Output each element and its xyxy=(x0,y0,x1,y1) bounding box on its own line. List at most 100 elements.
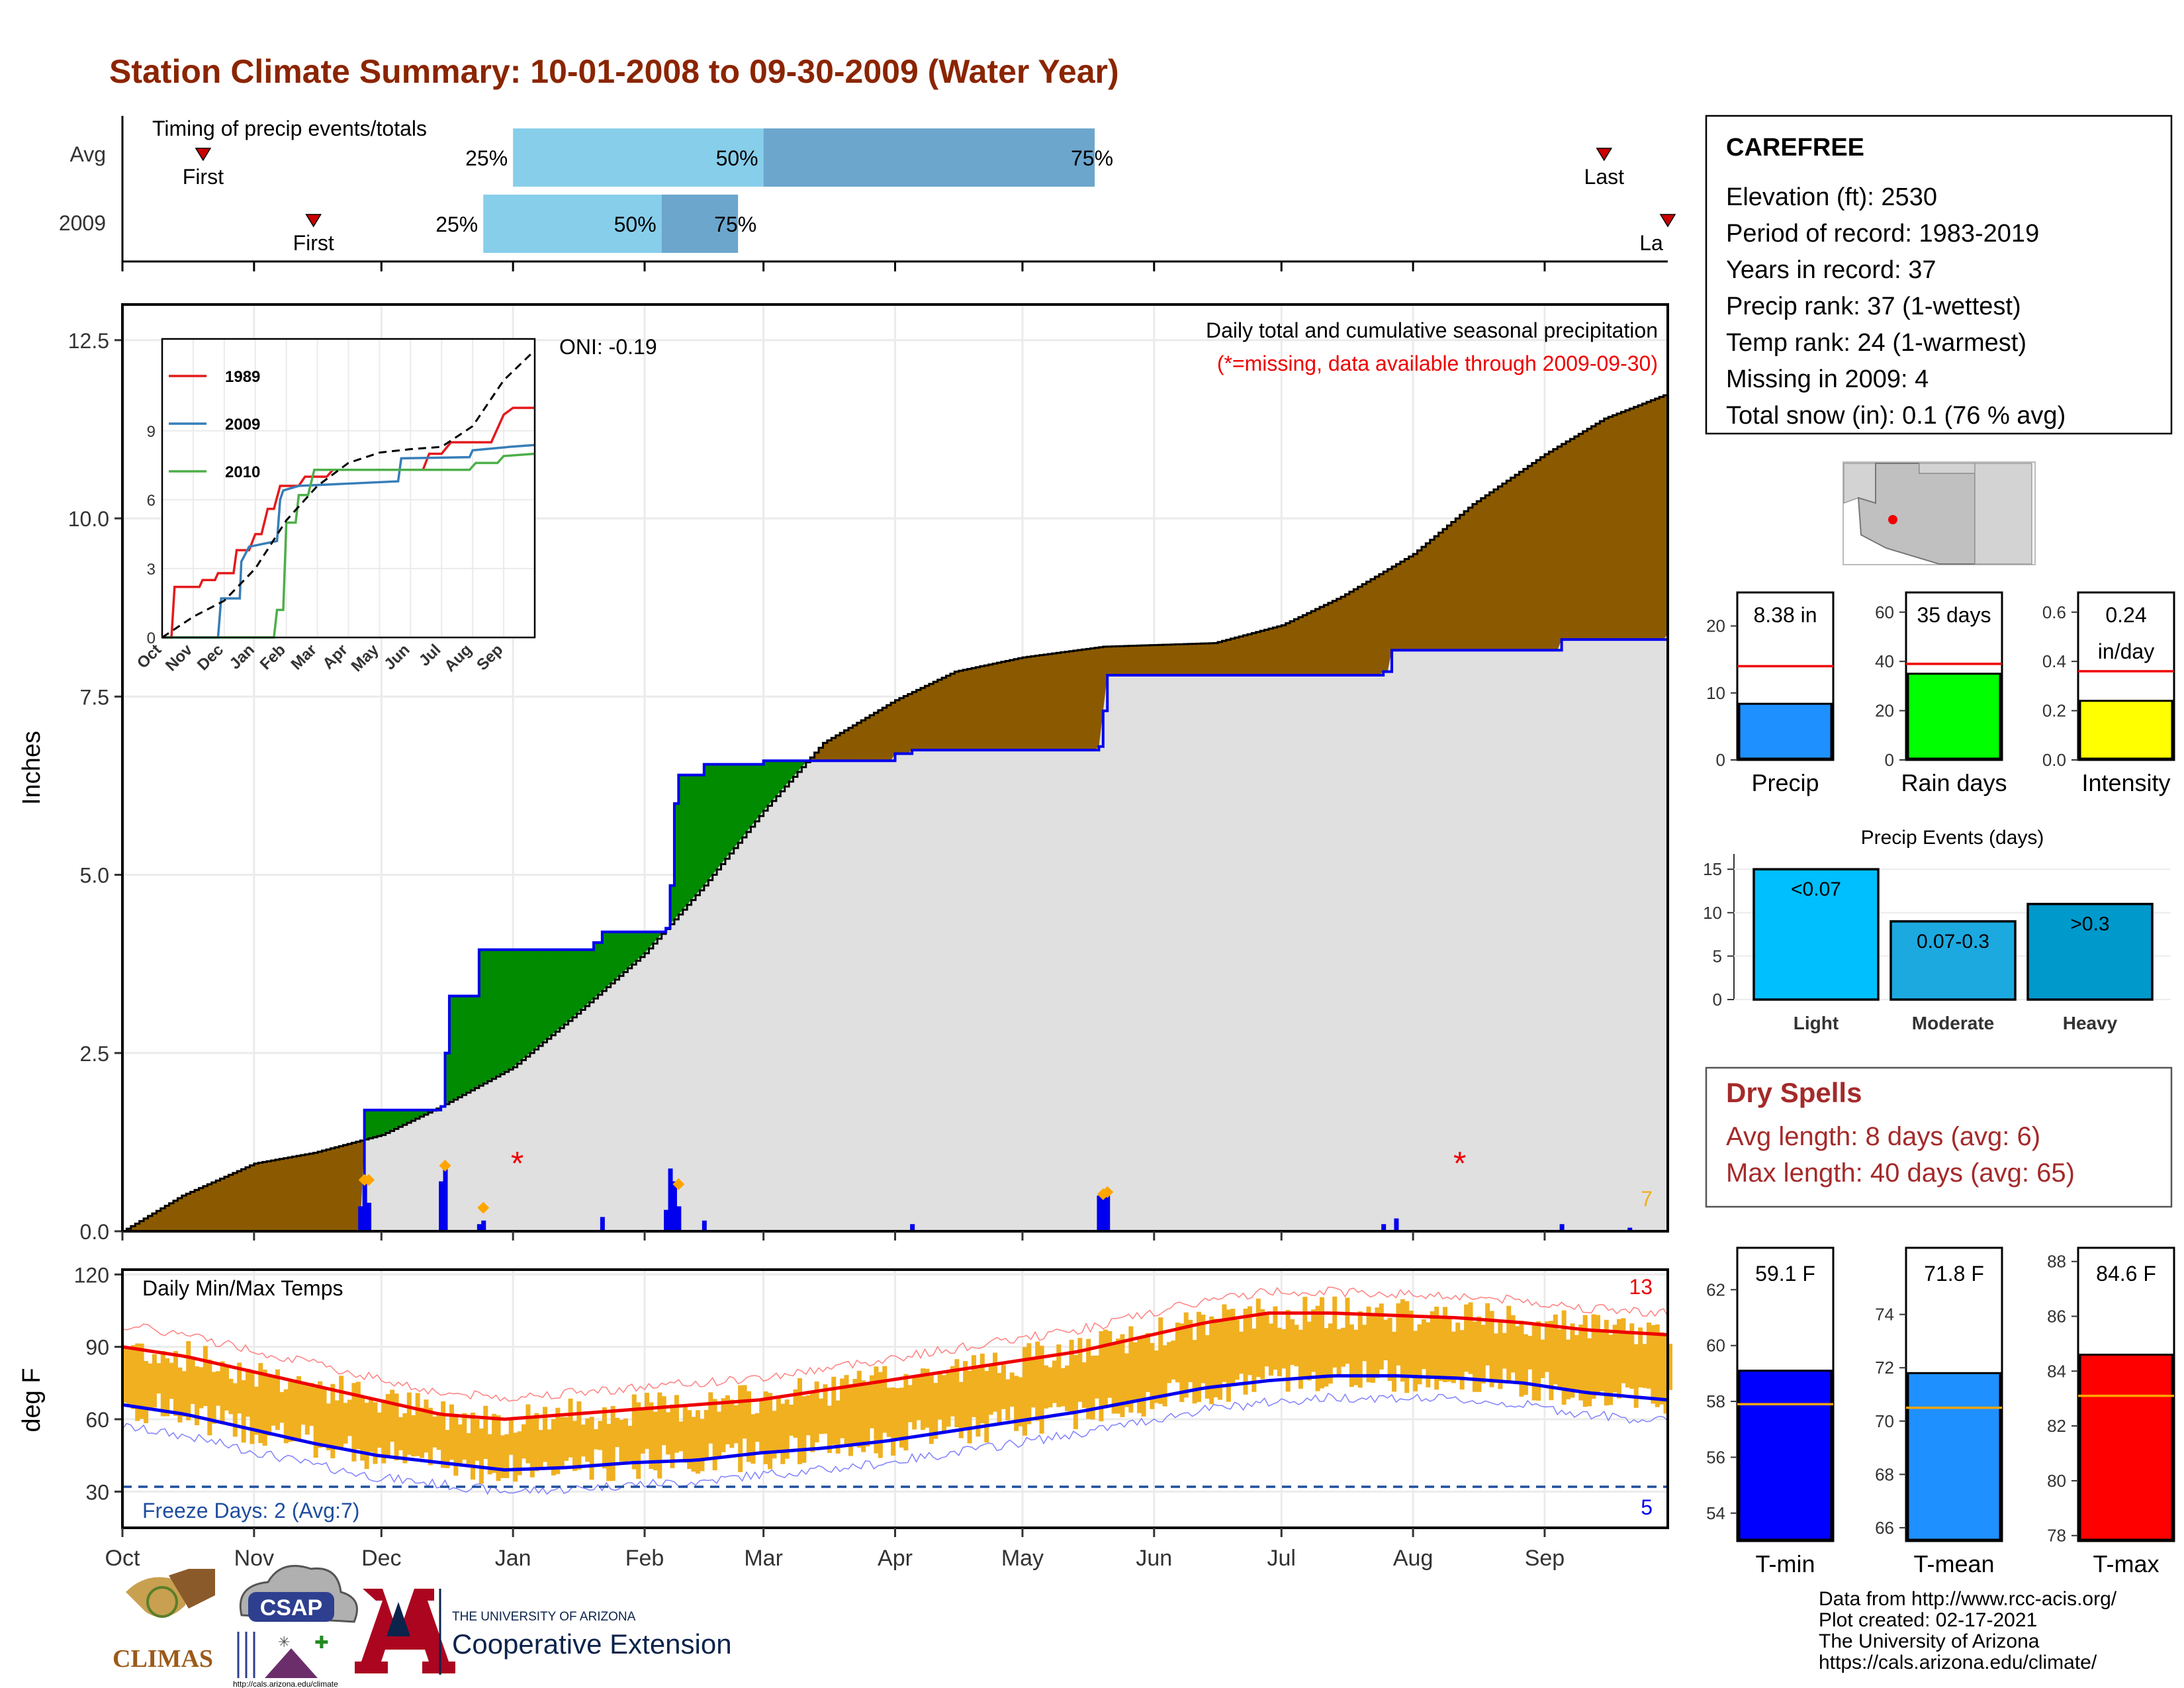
daily-temp-range xyxy=(1375,1307,1380,1378)
surplus-area xyxy=(385,1109,390,1133)
daily-temp-range xyxy=(1056,1344,1062,1407)
missing-day-marker: * xyxy=(1453,1145,1466,1182)
deficit-area xyxy=(1502,483,1507,651)
deficit-area xyxy=(1574,436,1579,640)
daily-precip-bar xyxy=(443,1165,448,1231)
daily-temp-range xyxy=(993,1352,998,1412)
daily-temp-range xyxy=(776,1395,781,1452)
deficit-area xyxy=(152,1213,157,1231)
deficit-area xyxy=(292,1156,297,1231)
daily-temp-range xyxy=(1226,1309,1231,1402)
daily-temp-range xyxy=(1196,1311,1201,1402)
daily-temp-range xyxy=(203,1346,208,1407)
daily-temp-range xyxy=(1438,1319,1443,1381)
surplus-area xyxy=(487,949,492,1082)
daily-precip-bar xyxy=(1381,1224,1387,1231)
daily-temp-range xyxy=(525,1404,531,1464)
daily-temp-range xyxy=(780,1403,786,1464)
daily-temp-range xyxy=(296,1376,302,1440)
daily-temp-range xyxy=(195,1366,200,1426)
deficit-area xyxy=(1158,645,1163,675)
deficit-area xyxy=(1009,660,1015,751)
events-ytick-label: 0 xyxy=(1713,990,1722,1009)
daily-temp-range xyxy=(1081,1362,1087,1408)
month-label: Nov xyxy=(234,1546,274,1571)
deficit-area xyxy=(355,1141,361,1231)
deficit-area xyxy=(1408,556,1414,651)
surplus-area xyxy=(445,1053,450,1105)
daily-temp-range xyxy=(1570,1323,1575,1398)
deficit-area xyxy=(199,1188,204,1231)
daily-temp-range xyxy=(1400,1299,1405,1382)
deficit-area xyxy=(216,1180,221,1231)
surplus-area xyxy=(504,949,510,1072)
daily-precip-bar xyxy=(910,1224,915,1231)
deficit-area xyxy=(1582,431,1588,640)
arizona-locator-map xyxy=(1843,461,2036,565)
daily-temp-range xyxy=(772,1411,777,1459)
daily-precip-bar xyxy=(358,1206,363,1231)
deficit-area xyxy=(1052,653,1057,751)
deficit-area xyxy=(899,698,904,754)
deficit-area xyxy=(1069,651,1074,751)
daily-temp-range xyxy=(971,1355,976,1417)
daily-temp-range xyxy=(487,1434,492,1475)
daily-temp-range xyxy=(1120,1334,1125,1417)
daily-temp-range xyxy=(424,1399,429,1453)
daily-temp-range xyxy=(1247,1306,1252,1376)
mini-bar-ytick-label: 0 xyxy=(1716,750,1725,770)
daily-temp-range xyxy=(1464,1304,1469,1372)
precip-ytick-label: 2.5 xyxy=(80,1042,109,1066)
daily-temp-range xyxy=(402,1413,408,1464)
deficit-area xyxy=(1345,594,1350,675)
deficit-area xyxy=(1018,658,1023,751)
daily-temp-range xyxy=(139,1343,144,1419)
daily-temp-range xyxy=(1362,1325,1367,1362)
temp-bar-ytick-label: 88 xyxy=(2047,1252,2066,1272)
timing-p25-label: 25% xyxy=(435,212,478,236)
mini-bar-0 xyxy=(1738,702,1833,760)
daily-temp-range xyxy=(874,1366,879,1454)
daily-temp-range xyxy=(598,1421,603,1450)
daily-temp-range xyxy=(1506,1305,1512,1383)
surplus-area xyxy=(712,764,717,875)
heavy-event-marker xyxy=(363,1174,375,1186)
deficit-area xyxy=(1443,529,1448,651)
month-label: Apr xyxy=(878,1546,913,1571)
mini-bar-ytick-label: 20 xyxy=(1875,701,1894,721)
surplus-area xyxy=(496,949,501,1077)
daily-temp-range xyxy=(827,1405,832,1453)
daily-temp-range xyxy=(1014,1376,1019,1431)
deficit-area xyxy=(156,1211,161,1231)
daily-temp-range xyxy=(1527,1336,1533,1370)
daily-temp-range xyxy=(768,1393,773,1470)
daily-temp-range xyxy=(300,1383,306,1425)
deficit-area xyxy=(173,1200,178,1231)
deficit-area xyxy=(1269,628,1274,675)
daily-temp-range xyxy=(653,1411,658,1471)
deficit-area xyxy=(232,1172,238,1231)
deficit-area xyxy=(1175,644,1180,675)
daily-temp-range xyxy=(1158,1317,1163,1404)
deficit-area xyxy=(819,747,824,761)
daily-temp-range xyxy=(1281,1329,1287,1369)
daily-temp-range xyxy=(1451,1331,1456,1383)
deficit-area xyxy=(1349,591,1354,675)
deficit-area xyxy=(1383,571,1388,672)
daily-temp-range xyxy=(1179,1323,1185,1403)
daily-temp-range xyxy=(704,1409,709,1459)
deficit-area xyxy=(1413,553,1418,651)
surplus-area xyxy=(568,949,573,1021)
daily-temp-range xyxy=(1421,1319,1426,1370)
daily-temp-range xyxy=(343,1403,348,1444)
deficit-area xyxy=(1285,623,1291,675)
daily-temp-range xyxy=(844,1375,849,1446)
daily-temp-range xyxy=(700,1419,705,1472)
inset-ytick-label: 3 xyxy=(147,561,156,579)
deficit-area xyxy=(169,1203,174,1231)
daily-temp-range xyxy=(559,1417,565,1466)
surplus-area xyxy=(691,774,696,900)
precip-corner-count: 7 xyxy=(1641,1187,1653,1211)
deficit-area xyxy=(1447,525,1452,651)
